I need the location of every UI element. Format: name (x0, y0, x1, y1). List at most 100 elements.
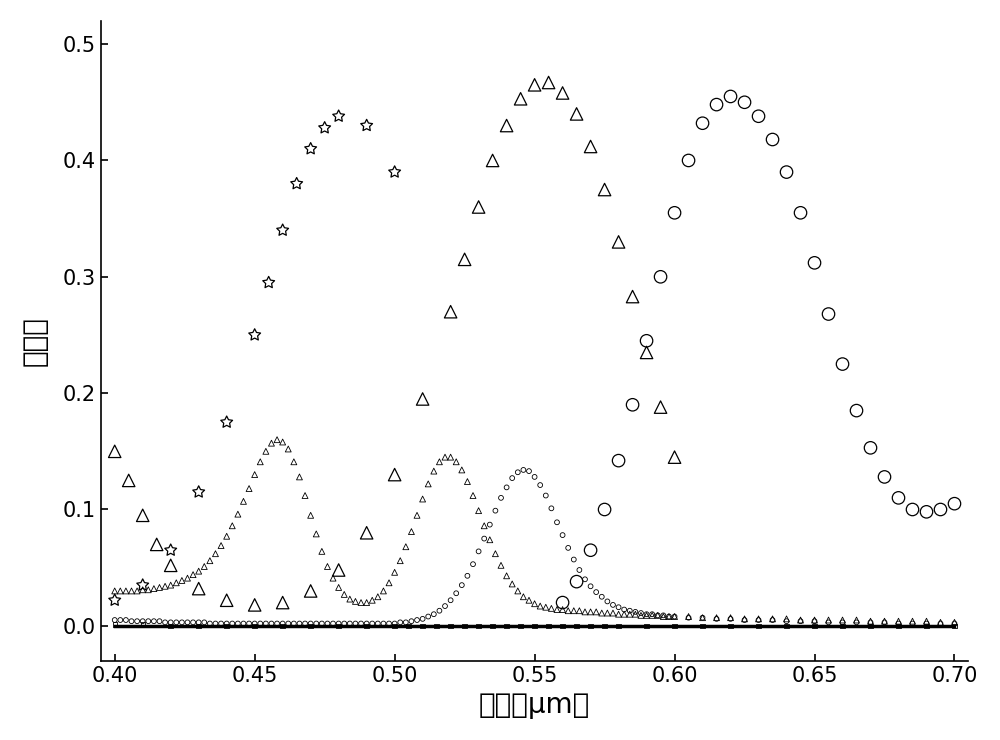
Point (485, 620, 501, 632)
Point (793, 614, 809, 626)
Point (476, 533, 492, 545)
Point (793, 615, 809, 627)
Point (667, 451, 683, 463)
Point (140, 615, 156, 627)
Point (611, 602, 627, 613)
Point (325, 572, 341, 584)
Point (543, 502, 559, 514)
Point (151, 615, 167, 627)
Point (247, 620, 263, 632)
Point (515, 464, 531, 476)
Point (471, 505, 487, 517)
Point (191, 616, 207, 628)
Point (457, 253, 473, 265)
Point (135, 615, 151, 627)
Point (555, 620, 571, 632)
Point (387, 618, 403, 630)
Point (655, 610, 671, 622)
Point (258, 445, 274, 457)
Point (821, 308, 837, 320)
Point (543, 602, 559, 614)
Point (219, 417, 235, 428)
Point (653, 401, 669, 413)
Point (263, 437, 279, 449)
Point (513, 92, 529, 104)
Point (594, 591, 610, 602)
Point (168, 577, 184, 589)
Point (633, 607, 649, 619)
Point (504, 472, 520, 484)
Point (622, 605, 638, 616)
Point (667, 610, 683, 622)
Point (863, 615, 879, 627)
Point (191, 486, 207, 498)
Point (420, 478, 436, 490)
Point (157, 580, 173, 592)
Point (289, 178, 305, 189)
Point (653, 271, 669, 283)
Point (644, 610, 660, 622)
Point (443, 306, 459, 317)
Point (375, 618, 391, 630)
Point (387, 566, 403, 578)
Point (569, 576, 585, 588)
Point (639, 608, 655, 620)
Point (252, 618, 268, 630)
Point (765, 614, 781, 626)
Point (448, 456, 464, 468)
Point (695, 620, 711, 632)
Point (932, 504, 948, 516)
Point (163, 579, 179, 591)
Point (121, 474, 137, 486)
Point (577, 606, 593, 618)
Point (835, 616, 851, 628)
Point (737, 613, 753, 625)
Point (219, 620, 235, 632)
Point (807, 620, 823, 632)
Point (560, 605, 576, 616)
Point (918, 618, 934, 630)
Point (890, 618, 906, 630)
Point (918, 615, 934, 627)
Point (146, 615, 162, 627)
Point (403, 525, 419, 537)
Point (331, 582, 347, 593)
Point (779, 615, 795, 627)
Point (426, 465, 442, 477)
Point (364, 618, 380, 630)
Point (403, 615, 419, 627)
Point (431, 605, 447, 616)
Point (387, 166, 403, 178)
Point (890, 615, 906, 627)
Point (185, 616, 201, 628)
Point (392, 555, 408, 567)
Point (359, 120, 375, 132)
Point (487, 548, 503, 559)
Point (946, 498, 962, 510)
Point (541, 76, 557, 88)
Point (695, 612, 711, 624)
Point (633, 610, 649, 622)
Point (398, 616, 414, 628)
Point (538, 602, 554, 613)
Point (107, 619, 123, 630)
Point (751, 613, 767, 625)
Point (605, 599, 621, 610)
Point (681, 610, 697, 622)
Point (918, 506, 934, 518)
Point (555, 529, 571, 541)
Point (347, 618, 363, 630)
Point (577, 574, 593, 585)
Point (571, 605, 587, 616)
Point (420, 610, 436, 622)
Point (135, 584, 151, 596)
Point (821, 616, 837, 628)
Point (560, 542, 576, 554)
Point (510, 466, 526, 478)
Point (280, 443, 296, 455)
Point (269, 618, 285, 630)
Point (779, 613, 795, 625)
Point (230, 508, 246, 520)
Point (342, 593, 358, 605)
Point (415, 393, 431, 405)
